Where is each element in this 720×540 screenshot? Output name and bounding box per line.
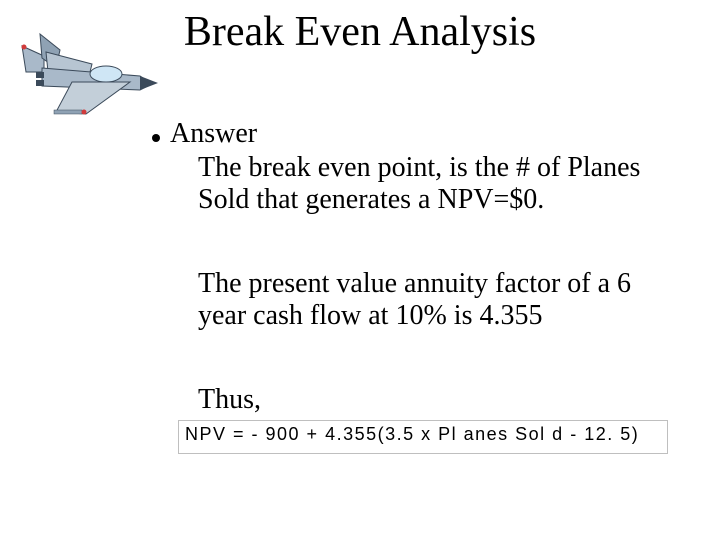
paragraph-annuity-factor: The present value annuity factor of a 6 … [198,268,668,332]
bullet-dot-icon [152,134,160,142]
paragraph-thus: Thus, [198,384,668,416]
npv-formula-box: NPV = - 900 + 4.355(3.5 x Pl anes Sol d … [178,420,668,454]
paragraph-breakeven-def: The break even point, is the # of Planes… [198,152,668,216]
slide-title: Break Even Analysis [0,8,720,56]
answer-label: Answer [170,118,257,150]
slide: Break Even Analysis Answer The break eve… [0,0,720,540]
npv-formula-text: NPV = - 900 + 4.355(3.5 x Pl anes Sol d … [185,424,639,444]
